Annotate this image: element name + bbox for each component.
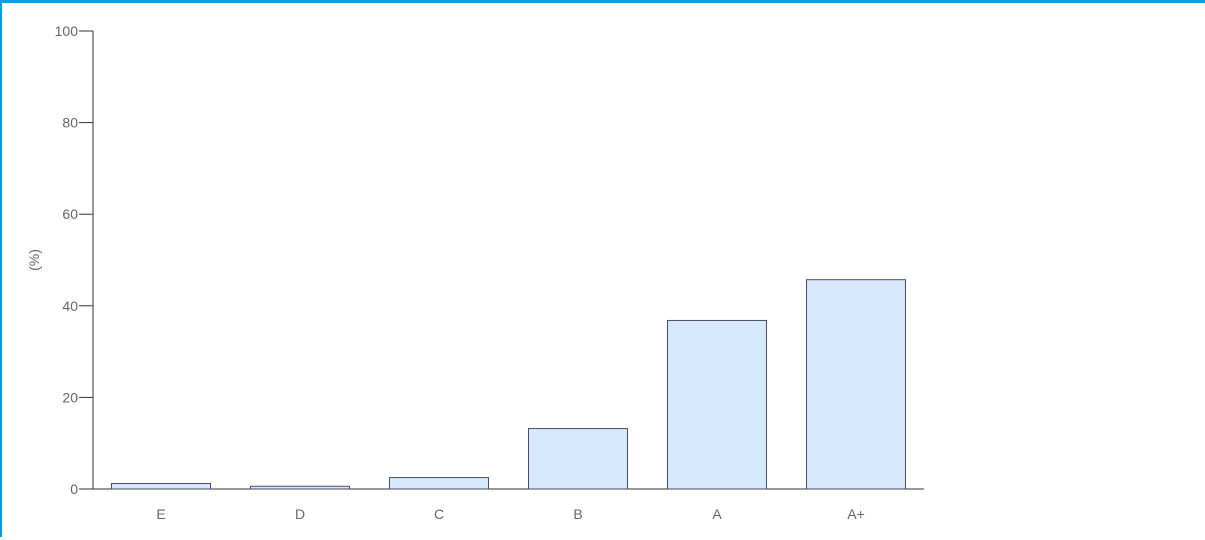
x-tick-label: C [434, 506, 444, 522]
bar-d [250, 485, 350, 490]
bar-a-plus [806, 279, 906, 490]
y-axis: 0 20 40 60 80 100 [55, 23, 94, 497]
y-tick-label: 40 [62, 298, 78, 314]
y-tick-label: 80 [62, 115, 78, 131]
y-tick-label: 20 [62, 389, 78, 405]
x-tick-label: B [573, 506, 582, 522]
bar-a [667, 319, 767, 490]
x-tick-label: E [156, 506, 165, 522]
bars [111, 279, 906, 490]
x-tick-label: A+ [847, 506, 865, 522]
x-tick-label: A [712, 506, 722, 522]
bar-b [528, 428, 628, 490]
bar-e [111, 483, 211, 490]
x-tick-label: D [295, 506, 305, 522]
y-tick-label: 60 [62, 206, 78, 222]
bar-chart: 0 20 40 60 80 100 E D C B A A+ (%) [26, 23, 924, 522]
x-axis: E D C B A A+ [93, 488, 924, 522]
y-axis-label: (%) [26, 249, 42, 271]
bar-c [389, 477, 489, 490]
y-tick-label: 100 [55, 23, 79, 39]
y-tick-label: 0 [70, 481, 78, 497]
